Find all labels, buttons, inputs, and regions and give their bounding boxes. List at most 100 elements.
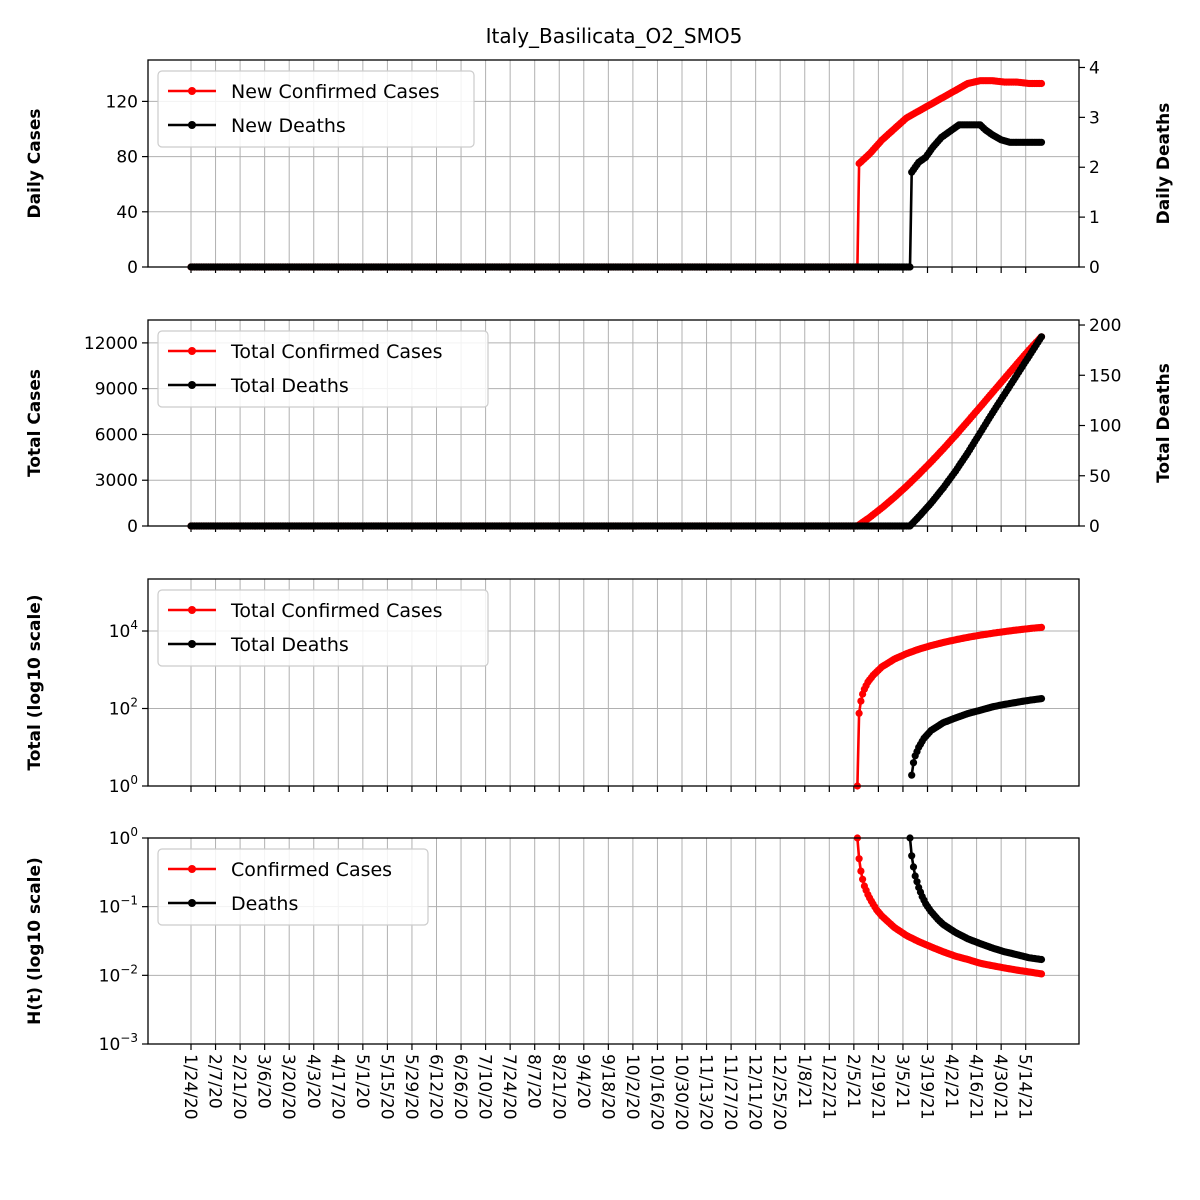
data-point [913,878,921,886]
data-point [1037,333,1046,341]
y-axis-right-label: Daily Deaths [1154,103,1174,225]
y-right-tick-label: 2 [1089,158,1100,178]
x-tick-label: 10/2/20 [622,1054,642,1120]
y-right-tick-label: 0 [1089,258,1100,278]
plots-area: 0 40 80 120 0 1 2 3 4 Daily Deaths Daily Cases New … [25,58,1174,1055]
x-tick-label: 5/29/20 [401,1054,421,1120]
panel-4: 100 10−1 10−2 10−3 H(t) (log10 scale) Confirm… [25,825,1080,1055]
panel-3: 100 102 104 Total (log10 scale) Total Confir… [25,578,1080,797]
y-tick-label: 10−3 [99,1031,138,1055]
data-point [857,697,865,705]
x-tick-label: 6/26/20 [450,1054,470,1120]
legend-entry: Total Confirmed Cases [230,341,443,363]
x-tick-label: 12/25/20 [769,1054,789,1130]
x-tick-label: 3/5/21 [892,1054,912,1109]
x-tick-label: 4/16/21 [966,1054,986,1120]
legend-box [157,70,475,148]
x-tick-label: 3/20/20 [278,1054,298,1120]
x-tick-label: 4/17/20 [327,1054,347,1120]
x-tick-label: 5/1/20 [352,1054,372,1109]
y-tick-label: 3000 [95,471,138,491]
x-tick-label: 9/18/20 [597,1054,617,1120]
data-point [855,855,863,863]
y-right-tick-label: 50 [1089,467,1111,487]
plot-frame [147,319,1080,527]
legend-entry: Confirmed Cases [231,859,392,881]
x-tick-label: 8/21/20 [548,1054,568,1120]
x-tick-label: 1/24/20 [180,1054,200,1120]
y-tick-label: 10−1 [99,894,138,918]
series-total-deaths [908,695,1046,779]
y-axis-left-label: H(t) (log10 scale) [25,857,45,1025]
x-tick-label: 3/6/20 [254,1054,274,1109]
x-axis-tick-labels: 1/24/20 2/7/20 2/21/20 3/6/20 3/20/20 4/3/20 4… [180,1054,1035,1130]
y-tick-label: 6000 [95,425,138,445]
data-point [908,771,916,779]
legend-entry: Total Deaths [230,375,349,397]
y-tick-label: 12000 [84,334,138,354]
y-right-tick-label: 100 [1089,417,1121,437]
x-tick-label: 9/4/20 [573,1054,593,1109]
x-tick-label: 6/12/20 [426,1054,446,1120]
legend-entry: Total Deaths [230,634,349,656]
y-tick-label: 120 [106,92,138,112]
x-tick-label: 1/22/21 [818,1054,838,1120]
y-right-tick-label: 1 [1089,208,1100,228]
legend-swatch-marker [188,381,196,389]
x-tick-label: 3/19/21 [917,1054,937,1120]
legend-box [157,330,489,408]
y-tick-label: 102 [109,696,138,720]
data-point [909,759,918,767]
legend-swatch-marker [188,87,196,95]
plot-frame [147,837,1080,1045]
y-tick-label: 100 [109,773,138,797]
x-tick-label: 2/5/21 [843,1054,863,1109]
plot-frame [147,59,1080,268]
data-point [857,867,865,875]
series-total-confirmed-cases [853,623,1046,790]
y-tick-label: 0 [127,258,138,278]
data-point [859,875,867,883]
panel-2: 0 3000 6000 9000 12000 0 50 100 150 200 Total Deat… [25,316,1174,537]
data-point [1037,79,1046,88]
x-tick-label: 12/11/20 [745,1054,765,1130]
data-point [1037,955,1046,964]
legend-entry: Deaths [231,893,298,915]
y-tick-label: 80 [116,148,138,168]
legend-entry: New Deaths [231,115,346,137]
legend: New Confirmed Cases New Deaths [157,70,475,148]
series-deaths [906,834,1046,964]
y-tick-label: 104 [109,618,138,642]
data-point [911,872,919,880]
legend-box [157,589,489,667]
x-tick-label: 5/14/21 [1015,1054,1035,1120]
data-point [1037,695,1046,703]
data-point [908,852,916,860]
x-tick-label: 10/30/20 [671,1054,691,1130]
data-point [909,863,918,871]
y-tick-label: 0 [127,517,138,537]
x-tick-label: 2/19/21 [867,1054,887,1120]
y-right-tick-label: 0 [1089,517,1100,537]
x-tick-label: 7/10/20 [475,1054,495,1120]
legend: Total Confirmed Cases Total Deaths [157,330,489,408]
y-axis-right: 0 50 100 150 200 [1079,316,1121,537]
x-tick-label: 5/15/20 [376,1054,396,1120]
data-point [855,709,863,717]
data-point [1037,623,1046,632]
x-tick-label: 10/16/20 [646,1054,666,1130]
y-axis-right: 0 1 2 3 4 [1079,58,1100,278]
y-right-tick-label: 200 [1089,316,1121,336]
legend-swatch-marker [188,121,196,129]
data-point [1037,970,1046,978]
series-line [856,626,1042,787]
y-right-tick-label: 3 [1089,108,1100,128]
x-tick-label: 11/13/20 [696,1054,716,1130]
panel-1: 0 40 80 120 0 1 2 3 4 Daily Deaths Daily Cases New … [25,58,1174,278]
x-tick-label: 4/30/21 [990,1054,1010,1120]
y-right-tick-label: 4 [1089,58,1100,78]
x-tick-label: 8/7/20 [524,1054,544,1109]
legend-swatch-marker [188,899,196,907]
y-tick-label: 100 [109,825,138,849]
